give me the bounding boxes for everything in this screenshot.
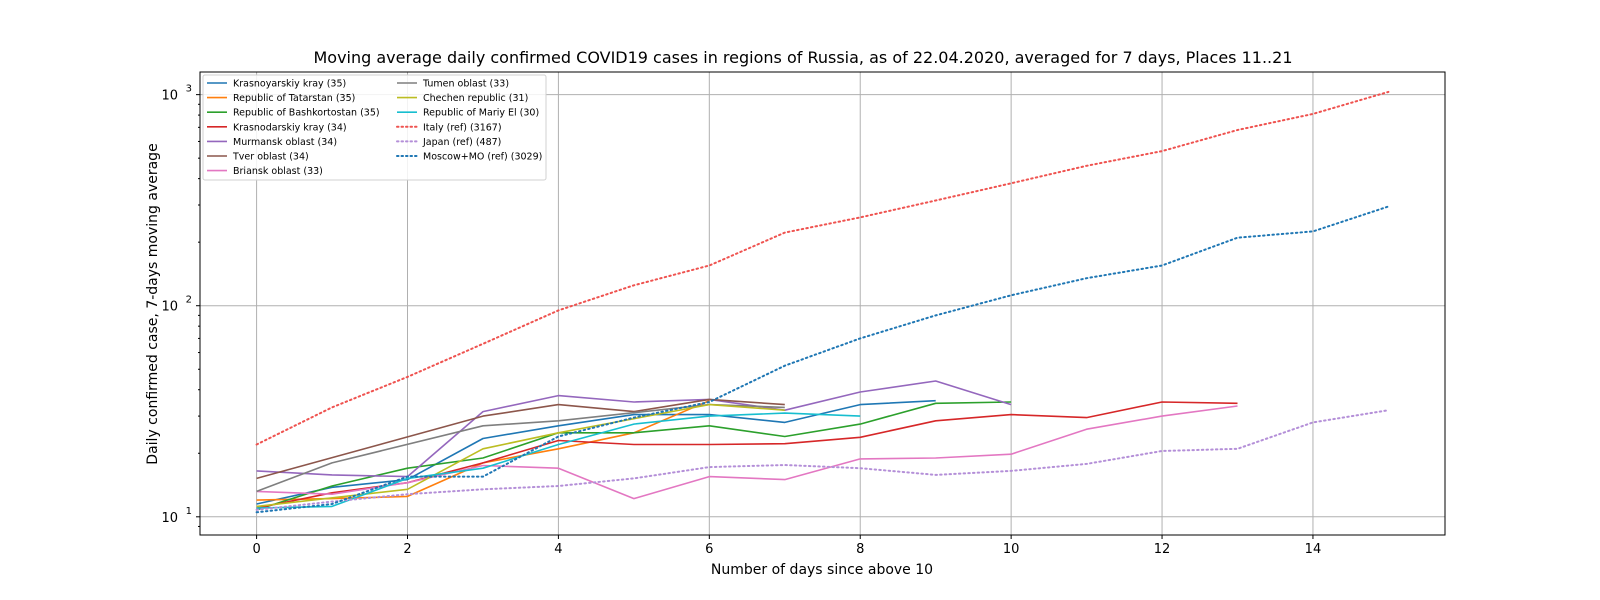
legend-label: Italy (ref) (3167): [423, 122, 502, 133]
series-line-10: [256, 412, 861, 509]
legend-label: Japan (ref) (487): [422, 137, 501, 148]
x-tick-label: 10: [1003, 542, 1020, 557]
legend: Krasnoyarskiy kray (35) Republic of Tatar…: [202, 74, 547, 181]
x-tick-label: 8: [856, 542, 864, 557]
x-tick-label: 4: [554, 542, 562, 557]
x-tick-label: 2: [403, 542, 411, 557]
y-tick-exponent: 3: [186, 84, 192, 95]
x-tick-label: 14: [1305, 542, 1322, 557]
y-tick-label: 10: [161, 300, 178, 315]
legend-label: Krasnoyarskiy kray (35): [233, 79, 346, 90]
x-axis-label: Number of days since above 10: [711, 562, 933, 578]
chart-title: Moving average daily confirmed COVID19 c…: [313, 48, 1292, 67]
series-layer: [255, 90, 1390, 514]
legend-label: Krasnodarskiy kray (34): [233, 122, 347, 133]
ticks: 0 2 4 6 8 10 12 14 10 1 10 2 10 3: [161, 84, 1321, 557]
series-line-3: [256, 401, 1012, 511]
y-tick-exponent: 2: [186, 295, 192, 306]
legend-label: Tumen oblast (33): [422, 79, 509, 90]
legend-label: Tver oblast (34): [232, 152, 309, 163]
y-tick-label: 10: [161, 89, 178, 104]
x-tick-label: 12: [1154, 542, 1171, 557]
legend-label: Republic of Tatarstan (35): [233, 93, 355, 104]
series-line-9: [256, 403, 785, 508]
legend-label: Briansk oblast (33): [233, 166, 323, 177]
legend-label: Moscow+MO (ref) (3029): [423, 152, 542, 163]
plot-frame: [199, 71, 1446, 536]
legend-label: Murmansk oblast (34): [233, 137, 337, 148]
legend-label: Republic of Mariy El (30): [423, 108, 539, 119]
legend-box: [202, 74, 547, 181]
series-line-13: [255, 205, 1390, 514]
x-tick-label: 0: [252, 542, 260, 557]
series-line-11: [255, 90, 1390, 446]
series-line-7: [256, 405, 1238, 500]
series-line-12: [255, 409, 1390, 511]
y-axis-label: Daily confirmed case, 7-days moving aver…: [145, 143, 161, 464]
series-line-6: [256, 398, 785, 480]
series-line-1: [256, 399, 936, 505]
legend-label: Republic of Bashkortostan (35): [233, 108, 380, 119]
legend-label: Chechen republic (31): [423, 93, 528, 104]
y-tick-exponent: 1: [186, 506, 192, 517]
y-tick-label: 10: [161, 511, 178, 526]
series-line-5: [256, 380, 1012, 478]
x-tick-label: 6: [705, 542, 713, 557]
